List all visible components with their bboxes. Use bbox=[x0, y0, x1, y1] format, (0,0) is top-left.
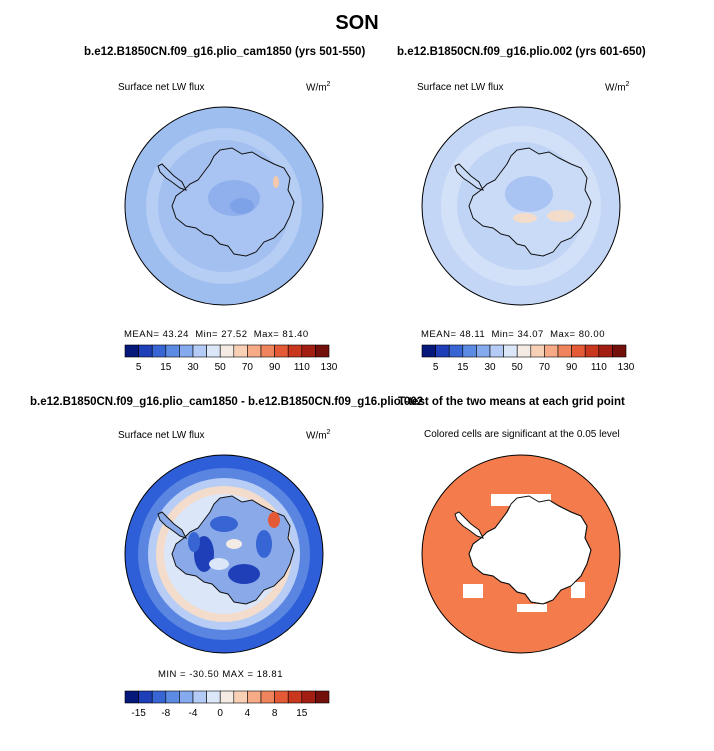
colorbar-tick-label: 130 bbox=[618, 362, 635, 373]
colorbar-swatch bbox=[571, 344, 586, 358]
colorbar-tick-label: 4 bbox=[245, 708, 251, 719]
colorbar-swatch bbox=[274, 344, 289, 358]
panel-2-run-title: b.e12.B1850CN.f09_g16.plio.002 (yrs 601-… bbox=[397, 46, 646, 58]
colorbar-swatch bbox=[315, 690, 330, 704]
map-boundary bbox=[421, 106, 621, 306]
colorbar-swatch bbox=[287, 344, 303, 358]
colorbar-swatch bbox=[138, 690, 153, 704]
colorbar-swatch bbox=[165, 690, 180, 704]
colorbar-tick-label: 15 bbox=[160, 362, 172, 373]
colorbar-swatch bbox=[274, 690, 289, 704]
panel-2-units: W/m2 bbox=[605, 81, 630, 94]
colorbar-tick-label: -4 bbox=[189, 708, 198, 719]
peninsula-coastline bbox=[454, 511, 484, 539]
panel-3-units: W/m2 bbox=[306, 429, 331, 442]
panel-3-field-label: Surface net LW flux bbox=[118, 430, 205, 441]
panel-1-field-label: Surface net LW flux bbox=[118, 82, 205, 93]
colorbar-tick-label: 8 bbox=[272, 708, 278, 719]
colorbar-swatch bbox=[301, 690, 316, 704]
colorbar-tick-label: 0 bbox=[217, 708, 223, 719]
map-boundary bbox=[124, 106, 324, 306]
panel-4-run-title: T-test of the two means at each grid poi… bbox=[398, 396, 625, 408]
colorbar-swatch bbox=[421, 344, 436, 358]
antarctica-coastline bbox=[171, 495, 295, 605]
panel-1-map bbox=[124, 106, 324, 306]
colorbar-swatch bbox=[179, 690, 194, 704]
panel-1-units: W/m2 bbox=[306, 81, 331, 94]
colorbar-swatch bbox=[260, 690, 275, 704]
colorbar-swatch bbox=[503, 344, 518, 358]
figure-title: SON bbox=[335, 12, 379, 34]
colorbar-swatch bbox=[462, 344, 477, 358]
colorbar-swatch bbox=[301, 344, 316, 358]
colorbar-swatch bbox=[247, 690, 262, 704]
panel-3-stats: MIN = -30.50 MAX = 18.81 bbox=[158, 669, 284, 680]
colorbar-swatch bbox=[219, 344, 235, 358]
colorbar-swatch bbox=[260, 344, 275, 358]
colorbar-swatch bbox=[315, 344, 330, 358]
colorbar-swatch bbox=[219, 690, 235, 704]
colorbar-swatch bbox=[287, 690, 303, 704]
colorbar-swatch bbox=[516, 344, 532, 358]
panel-1-colorbar: 5 15 30 50 70 90 110 130 bbox=[124, 344, 338, 373]
colorbar-tick-label: 30 bbox=[187, 362, 199, 373]
colorbar-swatch bbox=[206, 690, 221, 704]
colorbar-tick-label: 15 bbox=[296, 708, 308, 719]
colorbar-swatch bbox=[179, 344, 194, 358]
panel-2-field-label: Surface net LW flux bbox=[417, 82, 504, 93]
colorbar-tick-label: 90 bbox=[269, 362, 281, 373]
colorbar-tick-label: -15 bbox=[131, 708, 146, 719]
colorbar-tick-label: 15 bbox=[457, 362, 469, 373]
peninsula-coastline bbox=[157, 511, 187, 539]
colorbar-swatch bbox=[206, 344, 221, 358]
colorbar-swatch bbox=[151, 344, 167, 358]
colorbar-tick-label: 90 bbox=[566, 362, 578, 373]
colorbar-swatch bbox=[138, 344, 153, 358]
peninsula-coastline bbox=[454, 163, 484, 191]
panel-3-map bbox=[124, 454, 324, 654]
panel-3-colorbar: -15 -8 -4 0 4 8 15 bbox=[124, 690, 330, 719]
panel-2-colorbar: 5 15 30 50 70 90 110 130 bbox=[421, 344, 635, 373]
colorbar-swatch bbox=[530, 344, 545, 358]
map-boundary bbox=[421, 454, 621, 654]
colorbar-swatch bbox=[192, 690, 207, 704]
colorbar-tick-label: 110 bbox=[294, 362, 310, 373]
colorbar-swatch bbox=[557, 344, 572, 358]
colorbar-swatch bbox=[435, 344, 450, 358]
panel-2-stats: MEAN= 48.11 Min= 34.07 Max= 80.00 bbox=[421, 329, 605, 340]
colorbar-swatch bbox=[544, 344, 559, 358]
colorbar-swatch bbox=[584, 344, 600, 358]
colorbar-swatch bbox=[598, 344, 613, 358]
colorbar-tick-label: 5 bbox=[433, 362, 439, 373]
colorbar-swatch bbox=[124, 344, 139, 358]
colorbar-swatch bbox=[233, 344, 248, 358]
colorbar-swatch bbox=[489, 344, 504, 358]
colorbar-swatch bbox=[233, 690, 248, 704]
colorbar-tick-label: 70 bbox=[242, 362, 254, 373]
colorbar-tick-label: 110 bbox=[591, 362, 607, 373]
colorbar-tick-label: 50 bbox=[215, 362, 227, 373]
colorbar-tick-label: 5 bbox=[136, 362, 142, 373]
peninsula-coastline bbox=[157, 163, 187, 191]
panel-4-map bbox=[421, 454, 621, 654]
panel-1-run-title: b.e12.B1850CN.f09_g16.plio_cam1850 (yrs … bbox=[84, 46, 366, 58]
map-boundary bbox=[124, 454, 324, 654]
colorbar-swatch bbox=[247, 344, 262, 358]
colorbar-swatch bbox=[151, 690, 167, 704]
panel-4-field-label: Colored cells are significant at the 0.0… bbox=[424, 429, 620, 440]
colorbar-tick-label: -8 bbox=[161, 708, 170, 719]
colorbar-swatch bbox=[124, 690, 139, 704]
colorbar-swatch bbox=[192, 344, 207, 358]
panel-3-run-title: b.e12.B1850CN.f09_g16.plio_cam1850 - b.e… bbox=[30, 396, 424, 408]
colorbar-swatch bbox=[165, 344, 180, 358]
panel-2-map bbox=[421, 106, 621, 306]
colorbar-tick-label: 50 bbox=[512, 362, 524, 373]
colorbar-tick-label: 130 bbox=[321, 362, 338, 373]
panel-1-stats: MEAN= 43.24 Min= 27.52 Max= 81.40 bbox=[124, 329, 309, 340]
colorbar-tick-label: 70 bbox=[539, 362, 551, 373]
colorbar-swatch bbox=[476, 344, 491, 358]
colorbar-tick-label: 30 bbox=[484, 362, 496, 373]
colorbar-swatch bbox=[612, 344, 627, 358]
colorbar-swatch bbox=[448, 344, 464, 358]
